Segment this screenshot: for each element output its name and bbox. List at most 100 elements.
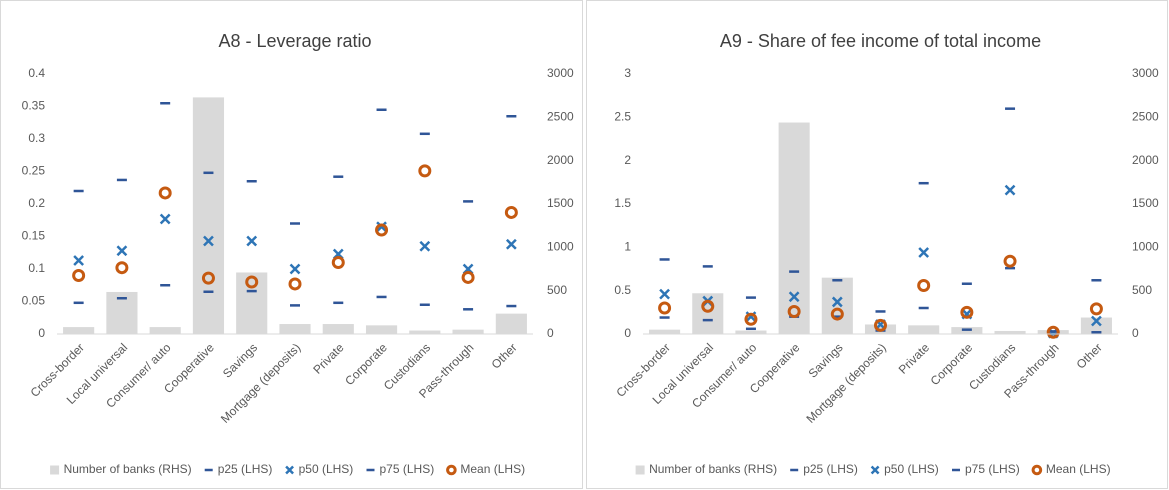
x-marker [246,235,258,247]
circle-marker [830,307,844,321]
bar [279,324,311,334]
circle-marker [115,261,129,275]
legend-swatch [50,465,60,475]
circle-marker [917,278,931,292]
legend-label: Mean (LHS) [1046,462,1111,476]
circle-marker [744,312,758,326]
circle-marker [158,186,172,200]
y-tick-label: 0.25 [22,164,46,178]
x-marker [73,255,85,266]
legend-label: Mean (LHS) [460,462,525,476]
circle-marker [874,318,887,332]
legend-swatch [285,465,294,475]
y-tick-label: 1 [624,240,631,254]
x-marker [159,213,171,225]
y-tick-label: 0.35 [22,99,46,113]
chart-title: A8 - Leverage ratio [218,31,371,51]
y-tick-label: 0.2 [28,196,45,210]
y2-tick-label: 500 [547,283,567,297]
circle-marker [288,277,302,291]
legend-label: p75 (LHS) [965,462,1020,476]
bar [778,122,810,335]
legend-label: p50 (LHS) [299,462,354,476]
x-marker [203,235,214,247]
legend-label: p75 (LHS) [380,462,435,476]
bar [192,97,225,335]
x-marker [918,247,930,258]
circle-marker [461,270,475,284]
legend-swatch [446,464,457,476]
bar [149,327,181,334]
circle-marker [1046,325,1060,339]
y2-tick-label: 2500 [547,110,574,124]
y2-tick-label: 1500 [1132,196,1159,210]
circle-marker [1003,254,1017,268]
y2-tick-label: 2000 [547,153,574,167]
y2-tick-label: 1000 [1132,240,1159,254]
bar [409,330,441,334]
legend-label: p25 (LHS) [803,462,858,476]
x-marker [116,245,128,257]
y2-tick-label: 3000 [1132,66,1159,80]
bar [452,329,484,334]
legend-label: p25 (LHS) [218,462,273,476]
y2-tick-label: 1500 [547,196,574,210]
circle-marker [787,304,801,318]
y-tick-label: 0.15 [22,229,46,243]
y-tick-label: 0.5 [614,283,631,297]
y2-tick-label: 0 [1132,326,1139,340]
circle-marker [658,301,672,315]
x-marker [289,263,301,275]
y-tick-label: 1.5 [614,196,631,210]
circle-marker [418,164,432,178]
panel-frame [0,0,583,489]
y-tick-label: 0 [38,326,45,340]
y2-tick-label: 2000 [1132,153,1159,167]
y2-tick-label: 500 [1132,283,1152,297]
bar [649,329,681,334]
y-tick-label: 0.4 [28,66,45,80]
x-marker [788,291,800,303]
legend-swatch [635,465,645,475]
y-tick-label: 0 [624,326,631,340]
legend-label: Number of banks (RHS) [649,462,777,476]
bar [236,272,268,334]
circle-marker [72,269,86,282]
legend-swatch [870,465,880,475]
y-tick-label: 2.5 [614,110,631,124]
y-tick-label: 3 [624,66,631,80]
y2-tick-label: 3000 [547,66,574,80]
circle-marker [1089,302,1103,316]
bar [322,324,354,334]
panel-frame [586,0,1168,489]
y-tick-label: 0.05 [22,294,46,308]
bar [735,330,767,334]
bar [365,325,398,334]
chart-title: A9 - Share of fee income of total income [720,31,1041,51]
bar [1080,317,1112,334]
legend-label: Number of banks (RHS) [64,462,192,476]
circle-marker [245,275,259,289]
y2-tick-label: 1000 [547,240,574,254]
x-marker [1004,184,1016,196]
legend-label: p50 (LHS) [884,462,939,476]
bar [908,325,940,334]
y-tick-label: 2 [624,153,631,167]
bar [63,327,95,334]
y2-tick-label: 2500 [1132,110,1159,124]
x-marker [376,221,387,233]
x-marker [831,296,843,308]
x-marker [419,240,431,252]
circle-marker [331,256,345,269]
y-tick-label: 0.1 [28,261,45,275]
x-marker [659,288,670,300]
circle-marker [375,223,389,237]
bar [495,313,527,334]
y2-tick-label: 0 [547,326,554,340]
circle-marker [701,299,715,313]
x-marker [1091,315,1102,327]
bar [994,330,1026,334]
circle-marker [504,205,518,219]
y-tick-label: 0.3 [28,131,45,145]
